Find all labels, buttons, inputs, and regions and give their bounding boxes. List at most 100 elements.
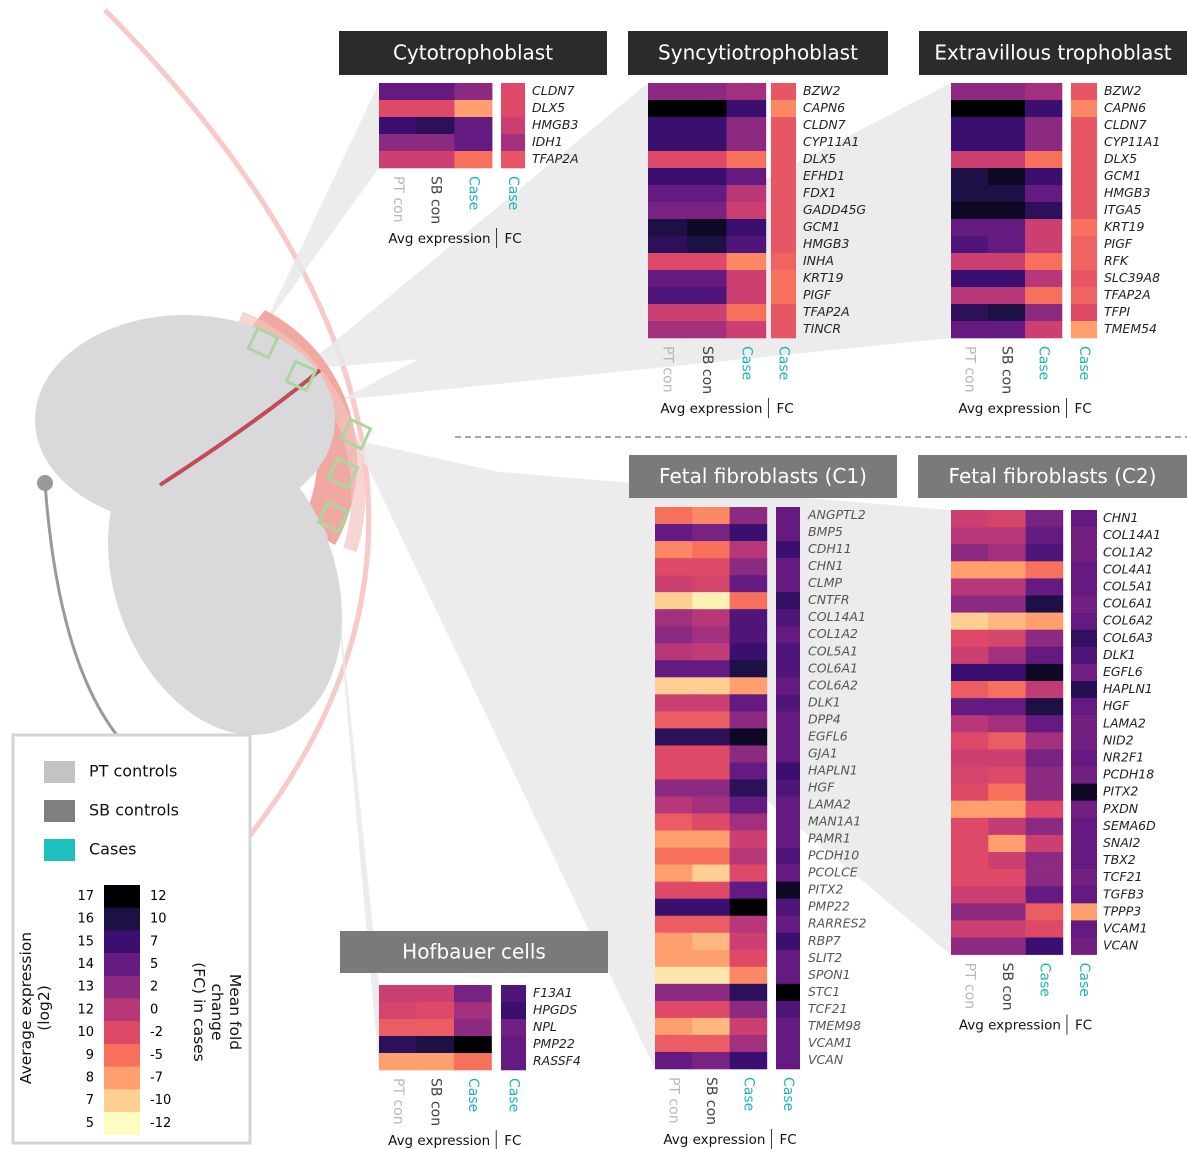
heat-cell	[687, 134, 727, 152]
heat-cell	[729, 1017, 768, 1036]
fc-cell	[1071, 100, 1097, 118]
heat-cell	[951, 612, 989, 630]
fc-cell	[776, 728, 800, 746]
heat-cell	[951, 561, 989, 579]
column-label: SB con	[703, 1077, 719, 1125]
heat-cell	[729, 762, 768, 780]
gene-label: CLDN7	[803, 117, 846, 132]
heat-cell	[1025, 852, 1064, 870]
fc-tick-label: -7	[150, 1070, 163, 1085]
heat-cell	[951, 527, 989, 545]
heat-cell	[726, 168, 767, 186]
gene-label: PITX2	[808, 882, 843, 897]
heat-cell	[454, 1053, 492, 1071]
heat-cell	[379, 1053, 417, 1071]
gene-label: HAPLN1	[1103, 681, 1153, 696]
fc-cell	[776, 1034, 800, 1053]
fc-cell	[776, 592, 800, 610]
column-label: SB con	[427, 1078, 443, 1126]
heat-cell	[692, 575, 730, 593]
heat-cell	[454, 83, 493, 101]
heat-cell	[988, 937, 1026, 955]
expression-tick-label: 14	[77, 957, 94, 972]
colorbar-segment	[104, 1066, 140, 1090]
gene-label: CHN1	[1103, 510, 1138, 525]
column-label: PT con	[390, 1078, 406, 1125]
fc-tick-label: 12	[150, 889, 167, 904]
gene-label: TCF21	[808, 1001, 847, 1016]
fc-cell	[1071, 732, 1097, 750]
heat-cell	[692, 813, 730, 831]
gene-label: GJA1	[808, 745, 838, 760]
heat-cell	[726, 185, 767, 203]
heat-cell	[726, 134, 767, 152]
gene-label: GCM1	[1104, 168, 1141, 183]
fc-cell	[776, 575, 800, 593]
fc-cell	[1071, 920, 1097, 938]
gene-label: SNAI2	[1103, 835, 1141, 850]
heat-cell	[655, 626, 693, 644]
gene-label: SLIT2	[808, 950, 842, 965]
heat-cell	[454, 117, 493, 135]
heat-cell	[655, 881, 693, 899]
heat-cell	[726, 304, 767, 322]
gene-label: TMEM54	[1104, 321, 1157, 336]
heat-cell	[692, 847, 730, 865]
heat-cell	[729, 626, 768, 644]
heat-cell	[951, 100, 989, 118]
heat-cell	[655, 847, 693, 865]
heat-cell	[951, 732, 989, 750]
fc-cell	[1071, 253, 1097, 271]
heat-cell	[416, 985, 455, 1003]
heat-cell	[988, 681, 1026, 699]
panel-title: Fetal fibroblasts (C2)	[949, 464, 1157, 488]
heat-cell	[655, 983, 693, 1002]
heat-cell	[951, 595, 989, 613]
heat-cell	[988, 544, 1026, 562]
heat-cell	[454, 134, 493, 152]
expression-axis-label: Avg expression	[388, 231, 490, 247]
gene-label: TFPI	[1104, 304, 1130, 319]
heat-cell	[655, 762, 693, 780]
heat-cell	[687, 185, 727, 203]
heat-cell	[726, 100, 767, 118]
gene-label: RFK	[1104, 253, 1130, 268]
gene-label: TBX2	[1103, 852, 1136, 867]
gene-label: COL6A1	[808, 660, 858, 675]
fc-cell	[501, 985, 526, 1003]
fc-cell	[1071, 886, 1097, 904]
heat-cell	[988, 151, 1026, 169]
heat-cell	[1025, 544, 1064, 562]
gene-label: DPP4	[808, 711, 841, 726]
heat-cell	[988, 561, 1026, 579]
heat-cell	[988, 304, 1026, 322]
gene-label: EGFL6	[1103, 664, 1143, 679]
column-label: Case	[1036, 346, 1052, 380]
fc-cell	[501, 100, 525, 118]
panel-header	[339, 31, 607, 75]
heat-cell	[726, 287, 767, 305]
gene-label: STC1	[808, 984, 840, 999]
panel-title: Syncytiotrophoblast	[658, 41, 858, 65]
colorbar-segment	[104, 1112, 140, 1135]
gene-label: PMP22	[533, 1036, 575, 1051]
fc-cell	[776, 830, 800, 848]
fc-cell	[776, 847, 800, 865]
panel-header	[340, 931, 608, 973]
expression-axis-label: Avg expression	[388, 1133, 490, 1149]
heat-cell	[655, 1034, 693, 1053]
fc-cell	[1071, 800, 1097, 819]
expression-tick-label: 16	[77, 912, 94, 927]
fc-cell	[776, 881, 800, 899]
heat-cell	[692, 524, 730, 542]
gene-label: PMP22	[808, 899, 850, 914]
fc-cell	[1071, 903, 1097, 921]
heat-cell	[951, 681, 989, 699]
heat-cell	[692, 711, 730, 729]
fc-cell	[776, 779, 800, 797]
gene-label: PXDN	[1103, 801, 1139, 816]
gene-label: GCM1	[803, 219, 840, 234]
gene-label: HMGB3	[532, 117, 578, 132]
heat-cell	[1025, 766, 1064, 784]
